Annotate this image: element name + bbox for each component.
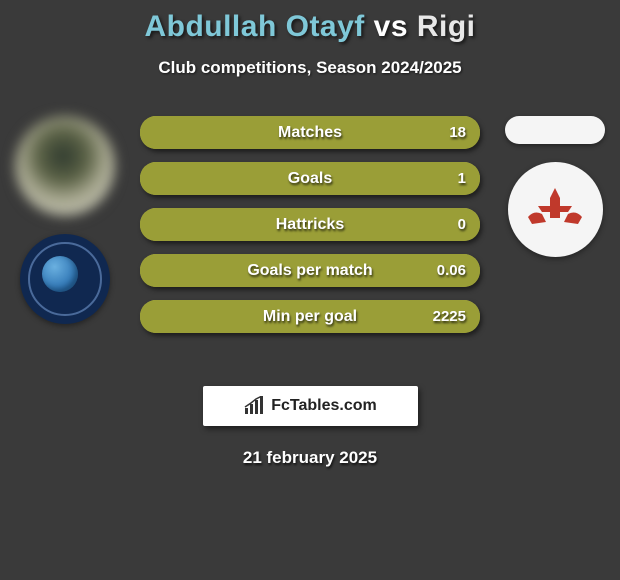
left-badges-column — [10, 116, 120, 324]
stat-value-right: 0 — [458, 216, 466, 233]
stats-area: Matches 18 Goals 1 Hattricks 0 Goals per match… — [0, 116, 620, 376]
club-ball-icon — [42, 256, 78, 292]
stat-value-right: 1 — [458, 170, 466, 187]
stat-row: Goals per match 0.06 — [140, 254, 480, 287]
player2-name: Rigi — [417, 10, 476, 43]
brand-box: FcTables.com — [203, 386, 418, 426]
stat-row: Hattricks 0 — [140, 208, 480, 241]
stat-row: Matches 18 — [140, 116, 480, 149]
stat-value-right: 18 — [449, 124, 466, 141]
vs-text: vs — [374, 10, 408, 43]
stat-label: Hattricks — [276, 216, 344, 234]
stat-row: Goals 1 — [140, 162, 480, 195]
right-badges-column — [500, 116, 610, 257]
infographic-container: Abdullah Otayf vs Rigi Club competitions… — [0, 0, 620, 580]
stat-label: Min per goal — [263, 308, 357, 326]
brand-text: FcTables.com — [271, 397, 377, 415]
stat-value-right: 2225 — [433, 308, 466, 325]
player1-avatar — [15, 116, 115, 216]
subtitle: Club competitions, Season 2024/2025 — [0, 58, 620, 78]
stat-label: Matches — [278, 124, 342, 142]
player1-name: Abdullah Otayf — [144, 10, 364, 43]
club2-emblem-icon — [520, 182, 590, 237]
stat-label: Goals — [288, 170, 332, 188]
page-title: Abdullah Otayf vs Rigi — [0, 0, 620, 44]
player1-club-badge — [20, 234, 110, 324]
player2-avatar-pill — [505, 116, 605, 144]
stat-bars: Matches 18 Goals 1 Hattricks 0 Goals per match… — [140, 116, 480, 346]
stat-row: Min per goal 2225 — [140, 300, 480, 333]
stat-value-right: 0.06 — [437, 262, 466, 279]
stat-label: Goals per match — [247, 262, 372, 280]
player2-club-badge — [508, 162, 603, 257]
brand-chart-icon — [243, 396, 267, 416]
footer-date: 21 february 2025 — [0, 448, 620, 468]
